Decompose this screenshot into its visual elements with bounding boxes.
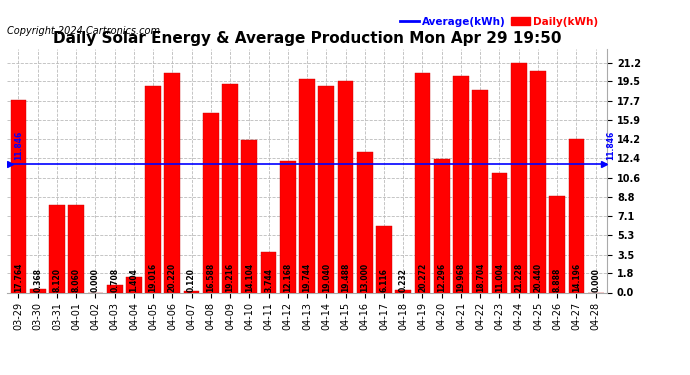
Bar	[453, 76, 469, 292]
Bar	[49, 204, 65, 292]
Text: 13.000: 13.000	[360, 262, 369, 292]
Bar	[357, 152, 373, 292]
Bar	[337, 81, 353, 292]
Text: 19.216: 19.216	[226, 262, 235, 292]
Bar	[145, 87, 161, 292]
Text: 0.708: 0.708	[110, 267, 119, 292]
Text: Copyright 2024 Cartronics.com: Copyright 2024 Cartronics.com	[7, 26, 160, 36]
Text: 18.704: 18.704	[475, 262, 484, 292]
Text: 12.296: 12.296	[437, 262, 446, 292]
Title: Daily Solar Energy & Average Production Mon Apr 29 19:50: Daily Solar Energy & Average Production …	[53, 31, 561, 46]
Text: 19.968: 19.968	[457, 262, 466, 292]
Text: 21.228: 21.228	[514, 262, 523, 292]
Bar	[395, 290, 411, 292]
Text: 6.116: 6.116	[380, 268, 388, 292]
Text: 0.368: 0.368	[33, 268, 42, 292]
Bar	[434, 159, 450, 292]
Bar	[491, 173, 507, 292]
Bar	[184, 291, 199, 292]
Text: 0.232: 0.232	[399, 268, 408, 292]
Bar	[530, 71, 546, 292]
Text: 11.004: 11.004	[495, 262, 504, 292]
Text: 0.000: 0.000	[591, 268, 600, 292]
Text: 20.440: 20.440	[533, 262, 542, 292]
Text: 16.588: 16.588	[206, 262, 215, 292]
Bar	[376, 226, 392, 292]
Bar	[203, 113, 219, 292]
Bar	[280, 160, 296, 292]
Bar	[415, 73, 431, 292]
Bar	[261, 252, 277, 292]
Text: 8.120: 8.120	[52, 268, 61, 292]
Bar	[30, 288, 46, 292]
Bar	[222, 84, 238, 292]
Bar	[10, 100, 26, 292]
Bar	[473, 90, 488, 292]
Text: 0.120: 0.120	[187, 268, 196, 292]
Text: 14.196: 14.196	[572, 262, 581, 292]
Bar	[126, 277, 141, 292]
Text: 0.000: 0.000	[91, 268, 100, 292]
Bar	[164, 74, 180, 292]
Bar	[318, 86, 334, 292]
Text: 11.846: 11.846	[14, 130, 23, 160]
Bar	[511, 63, 526, 292]
Text: 19.040: 19.040	[322, 262, 331, 292]
Text: 1.404: 1.404	[130, 268, 139, 292]
Bar	[549, 196, 565, 292]
Text: 19.488: 19.488	[341, 262, 350, 292]
Text: 20.220: 20.220	[168, 262, 177, 292]
Text: 12.168: 12.168	[284, 262, 293, 292]
Text: 19.744: 19.744	[302, 262, 312, 292]
Bar	[299, 79, 315, 292]
Text: 11.846: 11.846	[607, 130, 615, 160]
Text: 8.060: 8.060	[72, 268, 81, 292]
Text: 19.016: 19.016	[148, 262, 157, 292]
Text: 3.744: 3.744	[264, 268, 273, 292]
Text: 8.888: 8.888	[553, 267, 562, 292]
Text: 14.104: 14.104	[245, 262, 254, 292]
Legend: Average(kWh), Daily(kWh): Average(kWh), Daily(kWh)	[396, 12, 602, 31]
Bar	[68, 205, 84, 292]
Text: 17.764: 17.764	[14, 262, 23, 292]
Text: 20.272: 20.272	[418, 262, 427, 292]
Bar	[569, 139, 584, 292]
Bar	[241, 140, 257, 292]
Bar	[107, 285, 123, 292]
